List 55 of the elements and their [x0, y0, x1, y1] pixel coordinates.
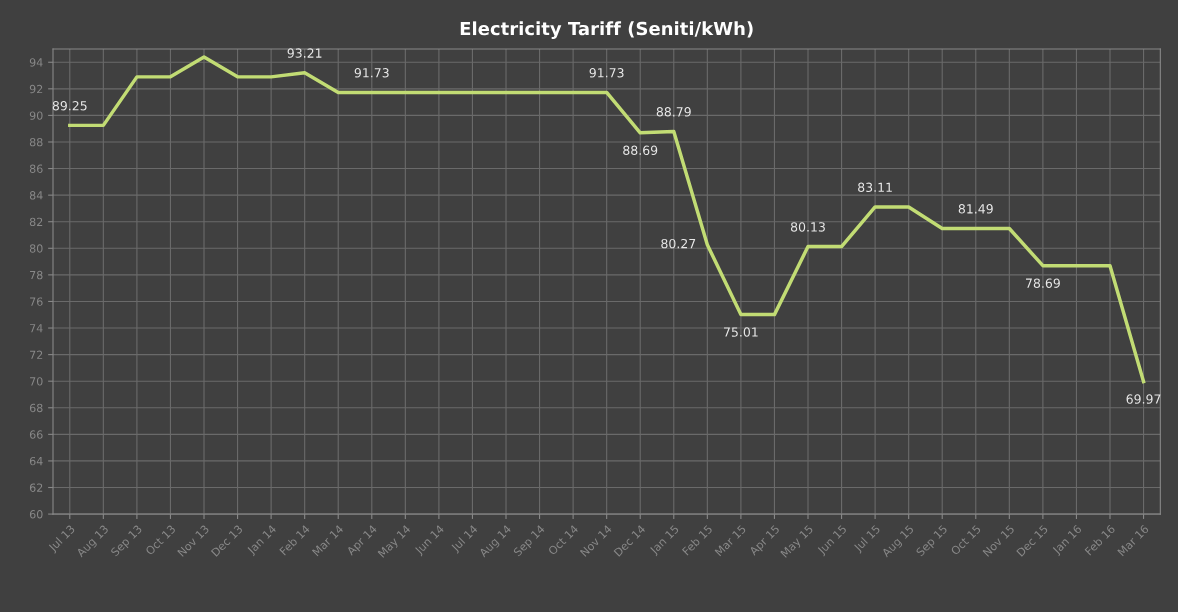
data-label: 69.97	[1126, 394, 1161, 404]
x-tick-label: Jun 14	[413, 524, 446, 557]
x-tick-label: Jan 15	[649, 524, 681, 557]
x-tick-label: Feb 16	[1084, 524, 1116, 556]
data-label: 91.73	[589, 68, 624, 78]
x-tick-label: Jul 13	[47, 524, 77, 554]
data-label: 93.21	[287, 48, 322, 58]
x-tick-label: Jul 15	[852, 524, 882, 554]
chart-title: Electricity Tariff (Seniti/kWh)	[460, 21, 753, 39]
data-label: 75.01	[724, 327, 758, 337]
x-tick-label: Mar 15	[714, 524, 747, 557]
data-label: 91.73	[354, 68, 389, 78]
data-label: 88.79	[656, 107, 691, 117]
y-tick-label: 64	[29, 456, 43, 466]
y-tick-label: 82	[29, 217, 43, 227]
y-tick-label: 76	[30, 297, 43, 306]
y-tick-label: 94	[29, 58, 43, 67]
y-tick-label: 68	[29, 403, 43, 413]
y-tick-label: 90	[29, 111, 43, 120]
data-label: 80.13	[790, 222, 825, 232]
data-label: 80.27	[661, 238, 696, 249]
x-tick-label: Mar 14	[311, 524, 344, 557]
y-tick-label: 70	[30, 377, 43, 386]
x-tick-label: Jan 14	[246, 524, 279, 557]
x-tick-label: Sep 13	[110, 524, 144, 559]
x-tick-label: Apr 15	[748, 524, 782, 558]
data-label: 88.69	[623, 145, 658, 155]
x-tick-label: Jan 16	[1051, 524, 1084, 557]
y-tick-label: 88	[29, 137, 43, 147]
data-label: 89.25	[52, 101, 87, 111]
x-tick-label: Mar 16	[1117, 524, 1150, 557]
y-tick-label: 80	[29, 244, 43, 253]
x-tick-label: Sep 14	[512, 524, 547, 559]
x-tick-label: Oct 15	[950, 524, 982, 556]
x-tick-label: Apr 14	[346, 524, 379, 558]
data-label: 81.49	[958, 204, 993, 214]
x-tick-label: Jul 14	[450, 524, 480, 554]
x-tick-label: Feb 15	[681, 524, 713, 556]
x-tick-label: Feb 14	[279, 524, 311, 556]
data-label: 78.69	[1026, 278, 1060, 288]
x-tick-label: Oct 13	[144, 524, 176, 556]
x-tick-label: Jun 15	[816, 524, 849, 557]
x-tick-label: Oct 14	[547, 524, 579, 556]
y-tick-label: 62	[29, 483, 43, 492]
data-label: 83.11	[858, 182, 892, 193]
x-tick-label: Sep 15	[915, 524, 950, 559]
y-tick-label: 92	[29, 84, 43, 94]
y-tick-label: 66	[29, 430, 43, 439]
y-tick-label: 84	[29, 191, 43, 200]
x-tick-label: Aug 15	[881, 524, 916, 560]
y-tick-label: 74	[30, 324, 43, 333]
y-tick-label: 86	[29, 164, 43, 173]
y-tick-label: 60	[29, 510, 43, 519]
y-tick-label: 72	[30, 350, 43, 359]
y-tick-label: 78	[30, 270, 43, 280]
